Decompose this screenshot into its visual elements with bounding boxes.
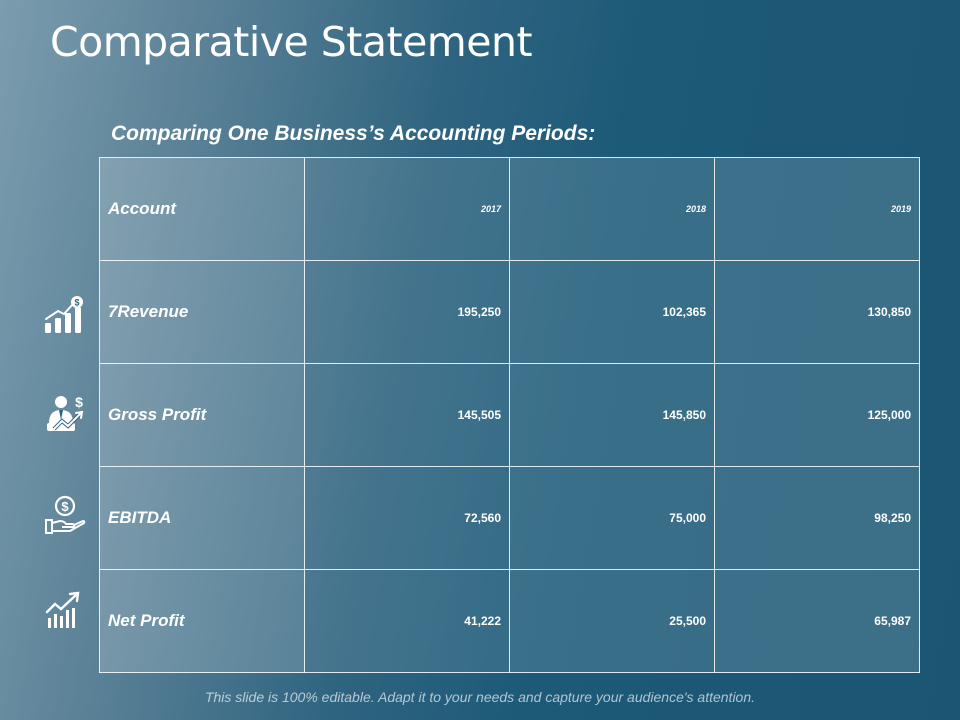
header-year-2019: 2019 <box>714 157 920 261</box>
businessman-dollar-icon: $ <box>47 394 84 431</box>
svg-text:$: $ <box>75 394 83 410</box>
table-header-row: Account 2017 2018 2019 <box>99 157 920 261</box>
table-cell: 145,505 <box>304 363 510 467</box>
row-label-net-profit: Net Profit <box>99 569 305 673</box>
slide-subtitle: Comparing One Business’s Accounting Peri… <box>111 122 596 145</box>
table-row: Net Profit 41,222 25,500 65,987 <box>99 569 920 673</box>
table-cell: 130,850 <box>714 260 920 364</box>
table-cell: 25,500 <box>509 569 715 673</box>
table-row: Gross Profit 145,505 145,850 125,000 <box>99 363 920 467</box>
header-account: Account <box>99 157 305 261</box>
slide-title: Comparative Statement <box>50 18 533 66</box>
hand-holding-coin-icon: $ <box>45 495 86 534</box>
table-cell: 195,250 <box>304 260 510 364</box>
row-label-ebitda: EBITDA <box>99 466 305 570</box>
comparative-table: Account 2017 2018 2019 7Revenue 195,250 … <box>99 157 920 673</box>
footer-note: This slide is 100% editable. Adapt it to… <box>204 689 756 705</box>
table-row: EBITDA 72,560 75,000 98,250 <box>99 466 920 570</box>
row-label-gross-profit: Gross Profit <box>99 363 305 467</box>
table-cell: 65,987 <box>714 569 920 673</box>
table-cell: 75,000 <box>509 466 715 570</box>
table-cell: 41,222 <box>304 569 510 673</box>
table-cell: 98,250 <box>714 466 920 570</box>
header-year-2017: 2017 <box>304 157 510 261</box>
header-year-2018: 2018 <box>509 157 715 261</box>
table-cell: 72,560 <box>304 466 510 570</box>
table-cell: 145,850 <box>509 363 715 467</box>
rising-chart-icon <box>45 591 80 628</box>
growth-bar-chart-dollar-icon: $ <box>45 296 83 333</box>
svg-text:$: $ <box>74 298 79 308</box>
svg-text:$: $ <box>61 499 69 514</box>
table-cell: 102,365 <box>509 260 715 364</box>
row-label-revenue: 7Revenue <box>99 260 305 364</box>
table-cell: 125,000 <box>714 363 920 467</box>
table-row: 7Revenue 195,250 102,365 130,850 <box>99 260 920 364</box>
